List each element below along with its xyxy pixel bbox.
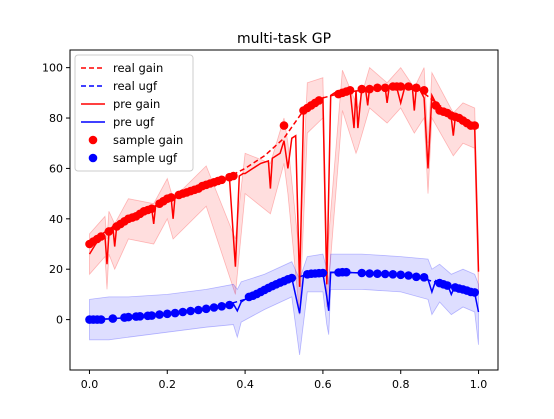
chart-title: multi-task GP — [237, 31, 331, 47]
sample-gain-point — [419, 86, 429, 95]
sample-ugf-point — [201, 304, 211, 314]
legend: real gain real ugf pre gain pre ugf sample g… — [74, 54, 194, 172]
legend-item-pre-ugf: pre ugf — [81, 115, 155, 129]
x-tick-label: 0.8 — [392, 378, 410, 391]
sample-ugf-point — [170, 308, 180, 318]
sample-ugf-points — [85, 267, 480, 324]
sample-gain-point — [104, 227, 114, 236]
legend-marker — [88, 153, 98, 163]
sample-gain-point — [314, 96, 324, 105]
sample-ugf-point — [178, 307, 188, 317]
sample-ugf-point — [124, 312, 133, 322]
sample-ugf-point — [357, 268, 367, 278]
y-axis-ticks: 0 20 40 60 80 100 — [42, 62, 70, 327]
sample-ugf-point — [108, 314, 118, 323]
legend-box — [74, 54, 194, 172]
sample-ugf-point — [380, 269, 390, 279]
sample-ugf-point — [342, 267, 351, 277]
y-tick-label: 20 — [49, 263, 63, 276]
sample-ugf-point — [419, 273, 429, 282]
sample-gain-point — [229, 171, 238, 181]
x-tick-label: 0.6 — [314, 378, 332, 391]
sample-ugf-point — [412, 272, 421, 282]
sample-ugf-point — [209, 303, 219, 312]
sample-gain-point — [279, 121, 289, 130]
pre-ugf-band — [89, 253, 479, 355]
y-tick-label: 100 — [42, 62, 63, 75]
legend-marker — [88, 135, 98, 145]
sample-ugf-point — [287, 273, 297, 283]
sample-ugf-point — [194, 305, 203, 315]
legend-label: real ugf — [113, 79, 158, 93]
sample-ugf-point — [404, 271, 413, 280]
sample-gain-point — [412, 83, 421, 93]
sample-ugf-point — [135, 312, 145, 321]
legend-label: real gain — [113, 61, 163, 75]
sample-markers — [85, 82, 480, 324]
sample-ugf-point — [147, 311, 156, 320]
y-tick-label: 60 — [49, 162, 63, 175]
sample-gain-point — [373, 83, 382, 93]
legend-item-real-gain: real gain — [81, 61, 163, 75]
sample-ugf-point — [470, 288, 480, 297]
sample-ugf-point — [186, 306, 195, 316]
sample-ugf-point — [155, 310, 164, 319]
sample-gain-point — [147, 204, 156, 213]
sample-ugf-point — [443, 281, 452, 290]
plot-area-frame — [69, 49, 499, 371]
x-tick-label: 0.4 — [236, 378, 254, 391]
sample-gain-point — [365, 84, 374, 94]
legend-label: pre ugf — [113, 115, 155, 129]
sample-ugf-point — [365, 269, 374, 278]
sample-ugf-point — [396, 270, 406, 280]
legend-item-pre-gain: pre gain — [81, 97, 160, 111]
sample-gain-point — [217, 175, 226, 185]
sample-gain-point — [404, 82, 413, 91]
legend-item-sample-ugf: sample ugf — [88, 151, 178, 165]
sample-gain-point — [470, 121, 480, 130]
sample-ugf-point — [163, 309, 172, 319]
legend-item-real-ugf: real ugf — [81, 79, 158, 93]
x-tick-label: 0.2 — [159, 378, 177, 391]
x-axis-ticks: 0.0 0.2 0.4 0.6 0.8 1.0 — [81, 370, 488, 391]
sample-gain-point — [396, 82, 406, 91]
y-tick-label: 80 — [49, 112, 63, 125]
sample-ugf-point — [373, 269, 382, 279]
x-tick-label: 0.0 — [81, 378, 99, 391]
sample-gain-points — [85, 82, 480, 249]
y-tick-label: 40 — [49, 213, 63, 226]
y-tick-label: 0 — [56, 314, 63, 327]
legend-label: pre gain — [113, 97, 160, 111]
legend-item-sample-gain: sample gain — [88, 133, 183, 147]
x-tick-label: 1.0 — [470, 378, 488, 391]
sample-gain-point — [166, 193, 176, 202]
sample-gain-point — [357, 84, 367, 94]
sample-gain-point — [380, 83, 390, 93]
legend-label: sample ugf — [113, 151, 178, 165]
sample-ugf-point — [225, 300, 234, 310]
legend-label: sample gain — [113, 133, 183, 147]
sample-ugf-point — [388, 270, 398, 279]
sample-gain-point — [345, 86, 355, 95]
sample-ugf-point — [318, 268, 328, 278]
sample-ugf-point — [96, 315, 106, 324]
sample-gain-point — [96, 232, 106, 241]
sample-ugf-point — [217, 302, 226, 311]
